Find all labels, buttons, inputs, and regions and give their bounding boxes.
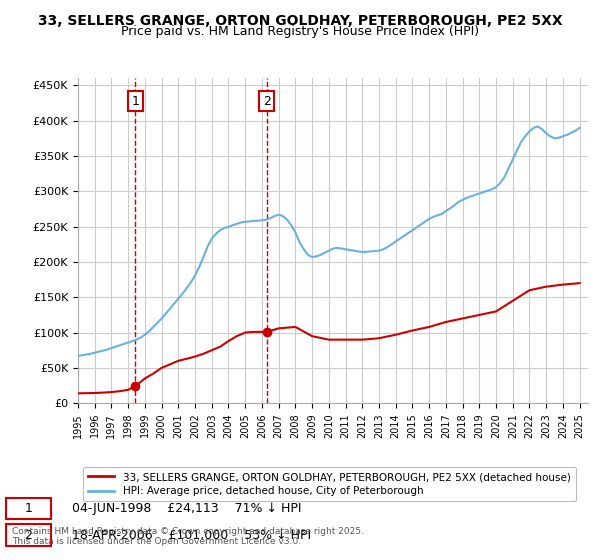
Text: 1: 1: [24, 502, 32, 515]
Text: 1: 1: [131, 95, 139, 108]
Text: Price paid vs. HM Land Registry's House Price Index (HPI): Price paid vs. HM Land Registry's House …: [121, 25, 479, 38]
Text: 2: 2: [24, 529, 32, 542]
FancyBboxPatch shape: [6, 524, 51, 546]
Text: Contains HM Land Registry data © Crown copyright and database right 2025.
This d: Contains HM Land Registry data © Crown c…: [12, 526, 364, 546]
Text: 18-APR-2006    £101,000    53% ↓ HPI: 18-APR-2006 £101,000 53% ↓ HPI: [72, 529, 311, 542]
Text: 04-JUN-1998    £24,113    71% ↓ HPI: 04-JUN-1998 £24,113 71% ↓ HPI: [72, 502, 302, 515]
Text: 33, SELLERS GRANGE, ORTON GOLDHAY, PETERBOROUGH, PE2 5XX: 33, SELLERS GRANGE, ORTON GOLDHAY, PETER…: [38, 14, 562, 28]
Text: 2: 2: [263, 95, 271, 108]
FancyBboxPatch shape: [6, 497, 51, 519]
Legend: 33, SELLERS GRANGE, ORTON GOLDHAY, PETERBOROUGH, PE2 5XX (detached house), HPI: : 33, SELLERS GRANGE, ORTON GOLDHAY, PETER…: [83, 467, 576, 501]
